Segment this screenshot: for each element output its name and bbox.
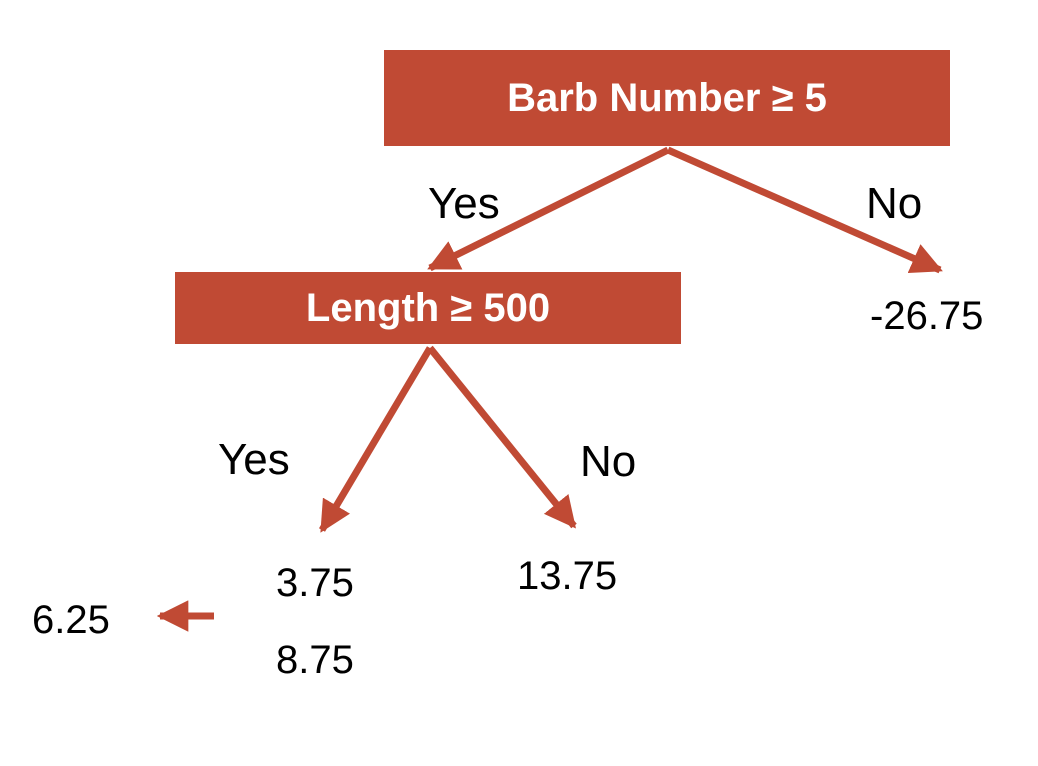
child-node: Length ≥ 500 [175, 272, 681, 344]
edge-root-yes [427, 146, 670, 272]
leaf-no-value: 13.75 [517, 554, 618, 598]
leaf-yes-value-2: 8.75 [276, 638, 354, 682]
root-node-label: Barb Number ≥ 5 [507, 75, 827, 120]
root-no-label: No [866, 179, 923, 228]
leaf-root-no-value: -26.75 [870, 294, 984, 338]
edge-child-yes [318, 346, 434, 533]
child-node-label: Length ≥ 500 [305, 285, 551, 330]
child-yes-label: Yes [218, 435, 290, 484]
root-node: Barb Number ≥ 5 [384, 50, 950, 146]
edge-child-no [427, 345, 577, 529]
root-yes-label: Yes [428, 179, 500, 228]
child-no-label: No [580, 437, 637, 486]
leaf-yes-value-1: 3.75 [276, 561, 354, 605]
average-value: 6.25 [32, 598, 110, 642]
edge-root-no [666, 146, 943, 274]
